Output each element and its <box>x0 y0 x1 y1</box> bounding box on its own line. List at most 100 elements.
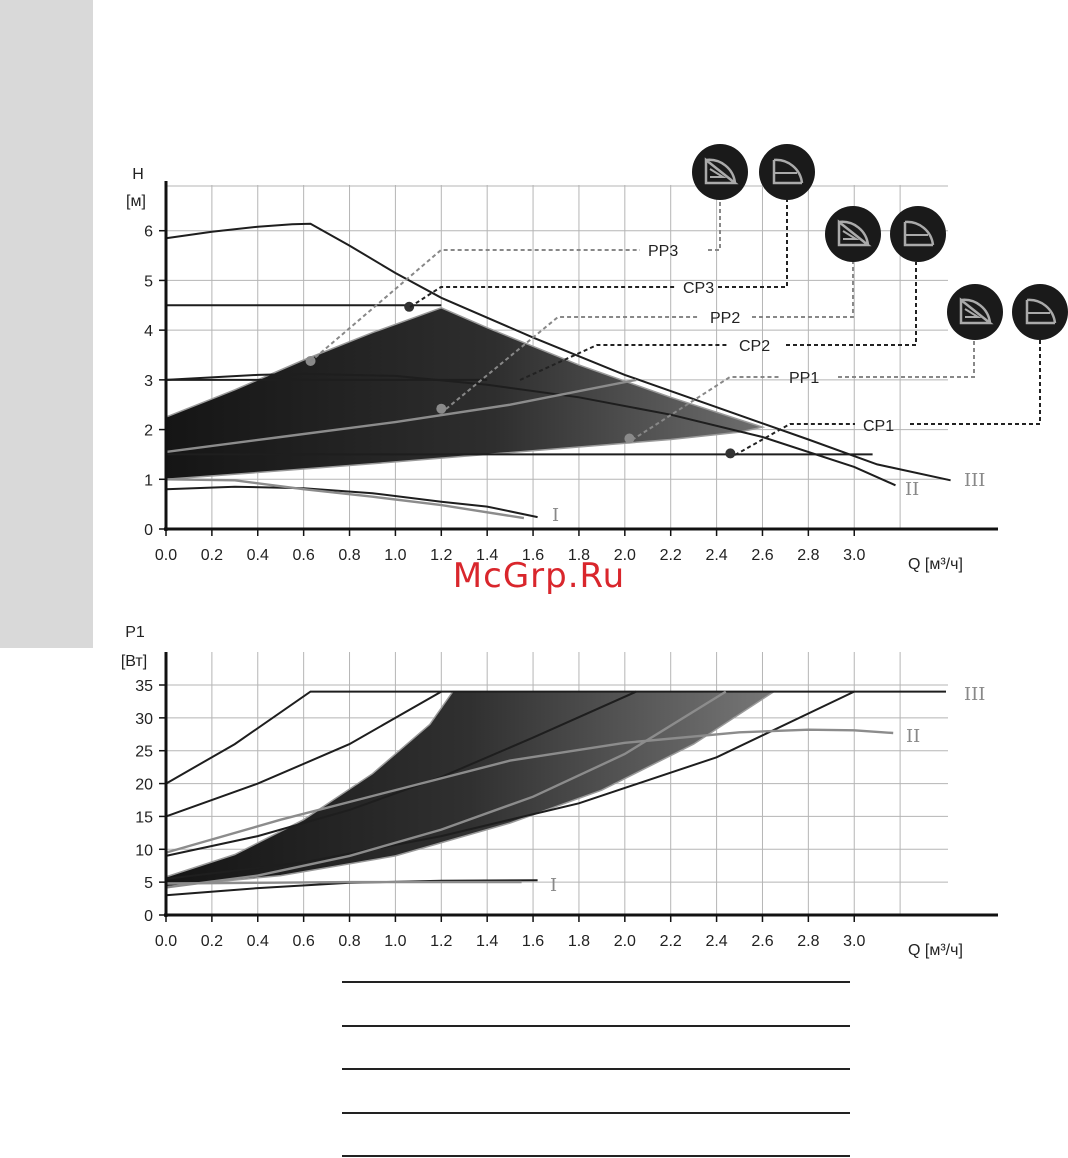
series-line <box>165 378 637 454</box>
x-tick-label: 2.0 <box>614 933 636 950</box>
x-tick-label: 1.2 <box>430 933 452 950</box>
series-line <box>165 728 894 854</box>
series-line <box>165 690 855 880</box>
x-tick-label: 2.8 <box>797 547 819 564</box>
y-tick-label: 5 <box>144 273 153 290</box>
x-tick-label: 0.2 <box>201 547 223 564</box>
x-tick-label: 0.8 <box>338 547 360 564</box>
y-axis-unit: [Вт] <box>121 653 147 670</box>
cp2-leader <box>519 262 917 381</box>
divider-line <box>342 1112 850 1114</box>
proportional-pressure-icon <box>825 206 881 262</box>
x-tick-label: 0.4 <box>247 933 269 950</box>
pp1-label: PP1 <box>789 370 819 387</box>
curve-label: III <box>964 470 985 491</box>
x-tick-label: 2.2 <box>660 547 682 564</box>
curve-label: I <box>552 505 559 526</box>
series-line <box>165 690 727 889</box>
y-tick-label: 35 <box>135 678 153 695</box>
proportional-pressure-icon <box>947 284 1003 340</box>
series-line <box>165 372 896 487</box>
y-axis-title: H <box>132 166 144 183</box>
x-tick-label: 2.6 <box>751 547 773 564</box>
operating-point <box>725 448 736 459</box>
series-line <box>165 485 538 519</box>
y-tick-label: 25 <box>135 744 153 761</box>
curve-label: I <box>550 875 557 896</box>
y-tick-label: 15 <box>135 809 153 826</box>
x-tick-label: 1.2 <box>430 547 452 564</box>
x-tick-label: 2.4 <box>705 547 727 564</box>
pp3-leader <box>309 200 721 363</box>
y-tick-label: 0 <box>144 908 153 925</box>
y-tick-label: 2 <box>144 423 153 440</box>
series-line <box>165 690 946 785</box>
y-tick-label: 5 <box>144 875 153 892</box>
x-tick-label: 0.8 <box>338 933 360 950</box>
y-tick-label: 30 <box>135 711 153 728</box>
operating-point <box>436 403 447 414</box>
constant-pressure-icon <box>759 144 815 200</box>
series-line <box>165 478 525 520</box>
mode-annotations: PP3 CP3 PP2 CP2 PP1 CP1 <box>309 144 1068 456</box>
operating-range-area <box>165 690 777 888</box>
proportional-pressure-icon <box>692 144 748 200</box>
divider-line <box>342 1068 850 1070</box>
curve-label: III <box>964 684 985 705</box>
curve-label: II <box>906 726 920 747</box>
x-tick-label: 1.6 <box>522 547 544 564</box>
y-tick-label: 1 <box>144 472 153 489</box>
cp1-label: CP1 <box>863 418 894 435</box>
operating-point <box>404 301 415 312</box>
x-tick-label: 2.8 <box>797 933 819 950</box>
divider-line <box>342 981 850 983</box>
x-tick-label: 1.0 <box>384 933 406 950</box>
y-tick-label: 3 <box>144 373 153 390</box>
x-tick-label: 3.0 <box>843 933 865 950</box>
y-tick-label: 6 <box>144 224 153 241</box>
constant-pressure-icon <box>1012 284 1068 340</box>
constant-pressure-icon <box>890 206 946 262</box>
pp3-label: PP3 <box>648 243 678 260</box>
y-axis-title: P1 <box>125 624 145 641</box>
x-tick-label: 2.0 <box>614 547 636 564</box>
cp3-label: CP3 <box>683 280 714 297</box>
x-axis-title: Q [м³/ч] <box>908 942 963 959</box>
x-tick-label: 1.8 <box>568 547 590 564</box>
x-tick-label: 2.4 <box>705 933 727 950</box>
x-tick-label: 0.0 <box>155 933 177 950</box>
x-tick-label: 2.2 <box>660 933 682 950</box>
pp1-leader <box>631 340 975 441</box>
x-tick-label: 1.4 <box>476 547 498 564</box>
x-tick-label: 0.0 <box>155 547 177 564</box>
x-tick-label: 3.0 <box>843 547 865 564</box>
watermark-text: McGrp.Ru <box>452 556 626 596</box>
x-tick-label: 1.6 <box>522 933 544 950</box>
x-tick-label: 0.6 <box>293 933 315 950</box>
y-axis-unit: [м] <box>126 193 146 210</box>
y-tick-label: 10 <box>135 842 153 859</box>
cp1-leader <box>734 340 1041 456</box>
divider-line <box>342 1025 850 1027</box>
x-tick-label: 1.4 <box>476 933 498 950</box>
y-tick-label: 20 <box>135 777 153 794</box>
cp2-label: CP2 <box>739 338 770 355</box>
x-tick-label: 0.4 <box>247 547 269 564</box>
x-tick-label: 2.6 <box>751 933 773 950</box>
cp3-leader <box>409 200 788 308</box>
series-line <box>165 880 522 885</box>
y-tick-label: 0 <box>144 522 153 539</box>
operating-point <box>624 433 635 444</box>
y-tick-label: 4 <box>144 323 153 340</box>
pp2-leader <box>445 262 854 410</box>
x-tick-label: 0.6 <box>293 547 315 564</box>
series-line <box>165 222 951 482</box>
side-tab <box>0 0 93 648</box>
x-tick-label: 1.8 <box>568 933 590 950</box>
x-axis-title: Q [м³/ч] <box>908 556 963 573</box>
curve-label: II <box>905 479 919 500</box>
pp2-label: PP2 <box>710 310 740 327</box>
